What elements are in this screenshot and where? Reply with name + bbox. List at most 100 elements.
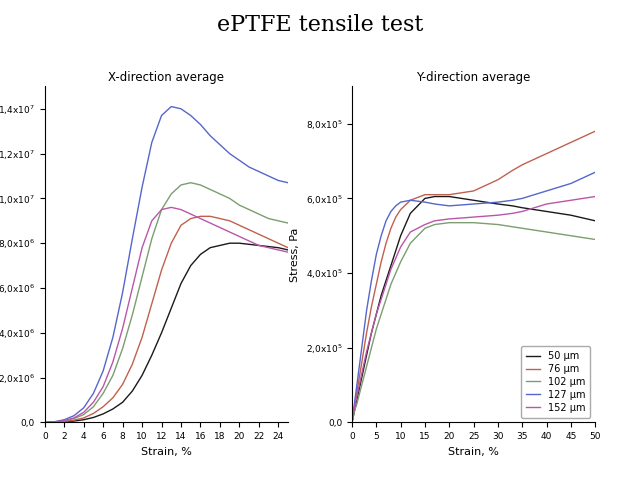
76 μm: [445, 192, 453, 198]
127 μm: [382, 218, 390, 224]
152 μm: [372, 311, 380, 317]
102 μm: [372, 326, 380, 332]
76 μm: [406, 197, 414, 203]
152 μm: [387, 266, 395, 272]
127 μm: [397, 199, 404, 205]
50 μm: [591, 218, 599, 224]
76 μm: [382, 240, 390, 246]
102 μm: [431, 222, 438, 228]
76 μm: [509, 168, 516, 173]
127 μm: [470, 201, 477, 207]
50 μm: [378, 293, 385, 299]
127 μm: [406, 197, 414, 203]
102 μm: [358, 382, 365, 388]
127 μm: [543, 188, 550, 194]
102 μm: [367, 345, 375, 350]
76 μm: [372, 281, 380, 287]
76 μm: [567, 140, 575, 145]
50 μm: [363, 352, 371, 358]
127 μm: [421, 199, 429, 205]
102 μm: [382, 296, 390, 302]
76 μm: [358, 360, 365, 366]
152 μm: [351, 405, 358, 410]
152 μm: [382, 281, 390, 287]
50 μm: [367, 330, 375, 336]
102 μm: [387, 281, 395, 287]
102 μm: [591, 237, 599, 242]
152 μm: [348, 420, 356, 425]
50 μm: [567, 212, 575, 218]
102 μm: [421, 226, 429, 231]
Line: 102 μm: 102 μm: [352, 223, 595, 422]
Y-axis label: Stress, Pa: Stress, Pa: [290, 227, 300, 282]
152 μm: [543, 201, 550, 207]
76 μm: [518, 162, 526, 168]
152 μm: [367, 330, 375, 336]
50 μm: [431, 193, 438, 199]
102 μm: [494, 222, 502, 228]
152 μm: [431, 218, 438, 224]
102 μm: [470, 220, 477, 226]
76 μm: [351, 405, 358, 410]
152 μm: [353, 394, 361, 399]
152 μm: [358, 371, 365, 377]
127 μm: [591, 169, 599, 175]
127 μm: [378, 233, 385, 239]
50 μm: [445, 193, 453, 199]
50 μm: [406, 210, 414, 216]
127 μm: [392, 203, 399, 209]
127 μm: [363, 308, 371, 313]
76 μm: [543, 151, 550, 156]
102 μm: [378, 311, 385, 317]
127 μm: [509, 197, 516, 203]
152 μm: [397, 244, 404, 250]
102 μm: [397, 259, 404, 265]
50 μm: [392, 248, 399, 253]
102 μm: [348, 420, 356, 425]
76 μm: [421, 192, 429, 198]
152 μm: [406, 229, 414, 235]
Title: X-direction average: X-direction average: [108, 71, 225, 84]
127 μm: [358, 345, 365, 350]
102 μm: [353, 401, 361, 407]
Line: 76 μm: 76 μm: [352, 131, 595, 422]
50 μm: [351, 408, 358, 414]
76 μm: [378, 259, 385, 265]
76 μm: [431, 192, 438, 198]
50 μm: [372, 311, 380, 317]
127 μm: [387, 209, 395, 215]
102 μm: [567, 233, 575, 239]
102 μm: [392, 270, 399, 276]
102 μm: [363, 363, 371, 369]
127 μm: [445, 203, 453, 209]
127 μm: [351, 401, 358, 407]
76 μm: [367, 304, 375, 310]
76 μm: [470, 188, 477, 194]
76 μm: [397, 207, 404, 213]
50 μm: [348, 420, 356, 425]
127 μm: [353, 382, 361, 388]
50 μm: [387, 263, 395, 268]
76 μm: [363, 330, 371, 336]
152 μm: [591, 193, 599, 199]
127 μm: [348, 420, 356, 425]
76 μm: [348, 420, 356, 425]
Title: Y-direction average: Y-direction average: [417, 71, 531, 84]
50 μm: [494, 201, 502, 207]
50 μm: [470, 197, 477, 203]
50 μm: [518, 205, 526, 211]
76 μm: [392, 214, 399, 220]
152 μm: [494, 212, 502, 218]
Line: 152 μm: 152 μm: [352, 196, 595, 422]
X-axis label: Strain, %: Strain, %: [141, 447, 192, 456]
102 μm: [351, 408, 358, 414]
127 μm: [518, 195, 526, 201]
Text: ePTFE tensile test: ePTFE tensile test: [217, 14, 423, 36]
Legend: 50 μm, 76 μm, 102 μm, 127 μm, 152 μm: 50 μm, 76 μm, 102 μm, 127 μm, 152 μm: [521, 346, 590, 418]
152 μm: [363, 348, 371, 354]
152 μm: [567, 197, 575, 203]
X-axis label: Strain, %: Strain, %: [448, 447, 499, 456]
76 μm: [353, 390, 361, 396]
127 μm: [372, 252, 380, 257]
127 μm: [567, 180, 575, 186]
